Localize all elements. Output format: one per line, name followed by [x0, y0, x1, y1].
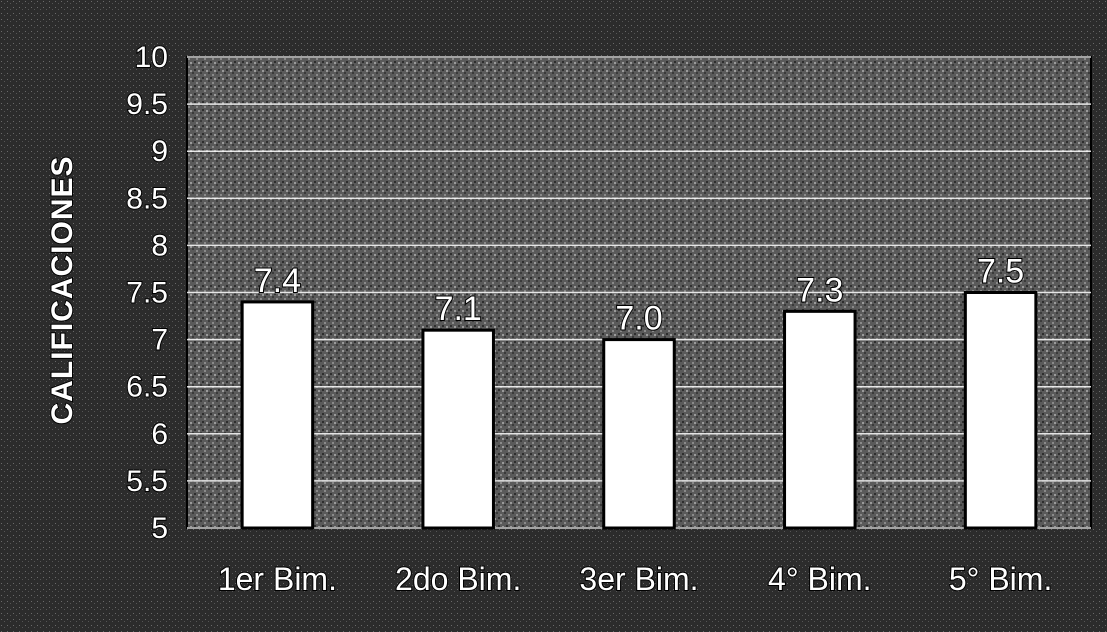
y-tick-label: 10	[135, 41, 168, 74]
x-tick-label: 3er Bim.	[579, 561, 698, 597]
y-tick-label: 6	[151, 418, 168, 451]
bar	[240, 300, 315, 530]
y-tick-label: 6.5	[126, 371, 168, 404]
y-tick-label: 7.5	[126, 277, 168, 310]
gridlines	[187, 56, 1091, 529]
y-tick-label: 5.5	[126, 465, 168, 498]
bar-data-label: 7.3	[796, 271, 843, 309]
bar	[783, 309, 857, 530]
bar-data-label: 7.5	[977, 253, 1024, 291]
bar	[602, 338, 676, 530]
y-tick-label: 9	[151, 135, 168, 168]
y-tick-label: 5	[151, 512, 168, 545]
x-tick-label: 2do Bim.	[395, 561, 521, 597]
y-tick-label: 7	[151, 324, 168, 357]
y-tick-label: 9.5	[126, 88, 168, 121]
y-axis-title: CALIFICACIONES	[46, 156, 79, 425]
y-axis-ticks: 5 5.5 6 6.5 7 7.5 8 8.5 9 9.5 10	[125, 40, 169, 546]
y-tick-label: 8.5	[126, 182, 168, 215]
bar-data-label: 7.4	[254, 262, 301, 300]
bar-data-label: 7.0	[615, 300, 662, 338]
bars	[240, 291, 1038, 530]
data-labels: 7.4 7.1 7.0 7.3 7.5	[253, 252, 1025, 339]
x-axis-ticks: 1er Bim. 2do Bim. 3er Bim. 4° Bim. 5° Bim.	[217, 560, 1054, 598]
x-tick-label: 5° Bim.	[949, 561, 1052, 597]
bar-data-label: 7.1	[435, 290, 482, 328]
x-tick-label: 4° Bim.	[768, 561, 871, 597]
bar	[421, 328, 495, 530]
y-tick-label: 8	[151, 229, 168, 262]
x-tick-label: 1er Bim.	[218, 561, 337, 597]
bar	[963, 291, 1038, 530]
